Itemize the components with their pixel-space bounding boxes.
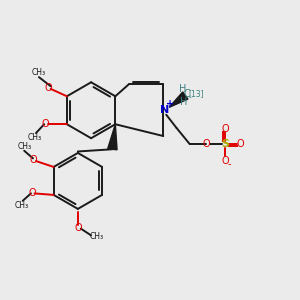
Text: O: O [222,156,230,166]
Text: O: O [44,83,52,93]
Text: S: S [221,139,229,149]
Text: O: O [203,139,210,149]
Text: O: O [237,139,244,149]
Text: H: H [179,84,186,94]
Text: O: O [74,223,82,233]
Text: +: + [166,99,174,110]
Text: -: - [227,159,231,169]
Text: O: O [221,124,229,134]
Text: N: N [160,105,169,115]
Polygon shape [108,124,117,150]
Text: H: H [180,97,188,107]
Text: [13]: [13] [189,90,204,99]
Text: O: O [41,119,49,129]
Text: O: O [30,155,38,165]
Text: C: C [183,89,190,99]
Text: O: O [28,188,36,198]
Text: CH₃: CH₃ [27,133,42,142]
Text: CH₃: CH₃ [89,232,103,242]
Text: CH₃: CH₃ [32,68,46,77]
Text: CH₃: CH₃ [17,142,31,151]
Polygon shape [169,92,188,107]
Text: CH₃: CH₃ [14,201,28,210]
